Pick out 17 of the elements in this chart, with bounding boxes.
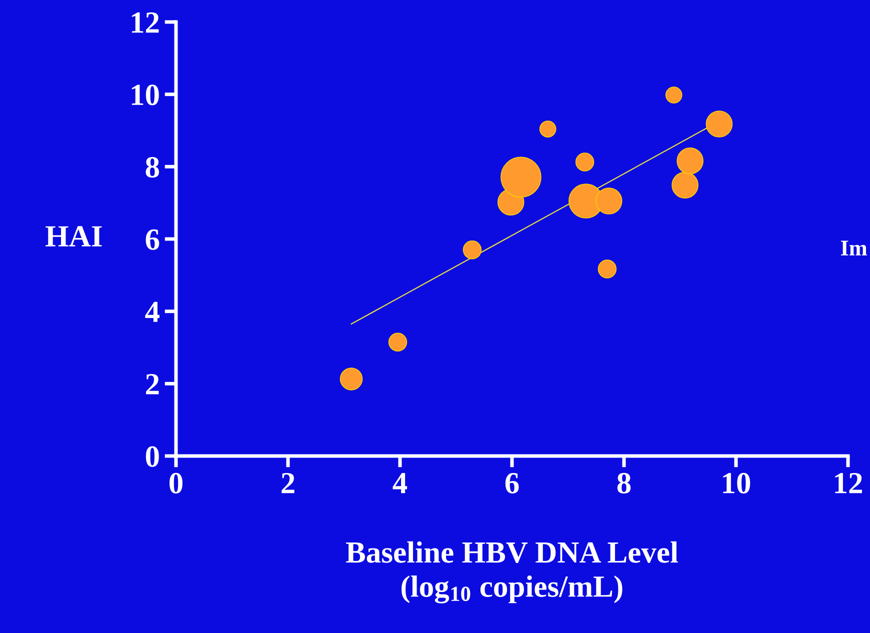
y-tick-label: 6 [146, 229, 160, 250]
x-tick-label: 12 [835, 472, 862, 494]
y-tick-label: 12 [132, 12, 159, 33]
y-tick-label: 4 [145, 302, 160, 322]
annotation: Im [840, 240, 868, 256]
y-tick-label: 0 [146, 446, 159, 467]
x-axis-title: Baseline HBV DNA Level (log$_{10}$ copies/mL) [346, 541, 678, 604]
y-axis-title: HAI [46, 226, 102, 246]
x-tick-label: 2 [282, 472, 294, 494]
x-tick-label: 8 [617, 472, 631, 494]
y-tick-label: 2 [146, 374, 159, 394]
y-tick-label: 8 [146, 156, 160, 178]
y-tick-label: 10 [132, 84, 159, 106]
x-tick-label: 10 [723, 472, 750, 494]
x-tick-label: 0 [170, 472, 182, 494]
x-tick-label: 4 [392, 473, 408, 494]
x-tick-label: 6 [505, 472, 519, 494]
